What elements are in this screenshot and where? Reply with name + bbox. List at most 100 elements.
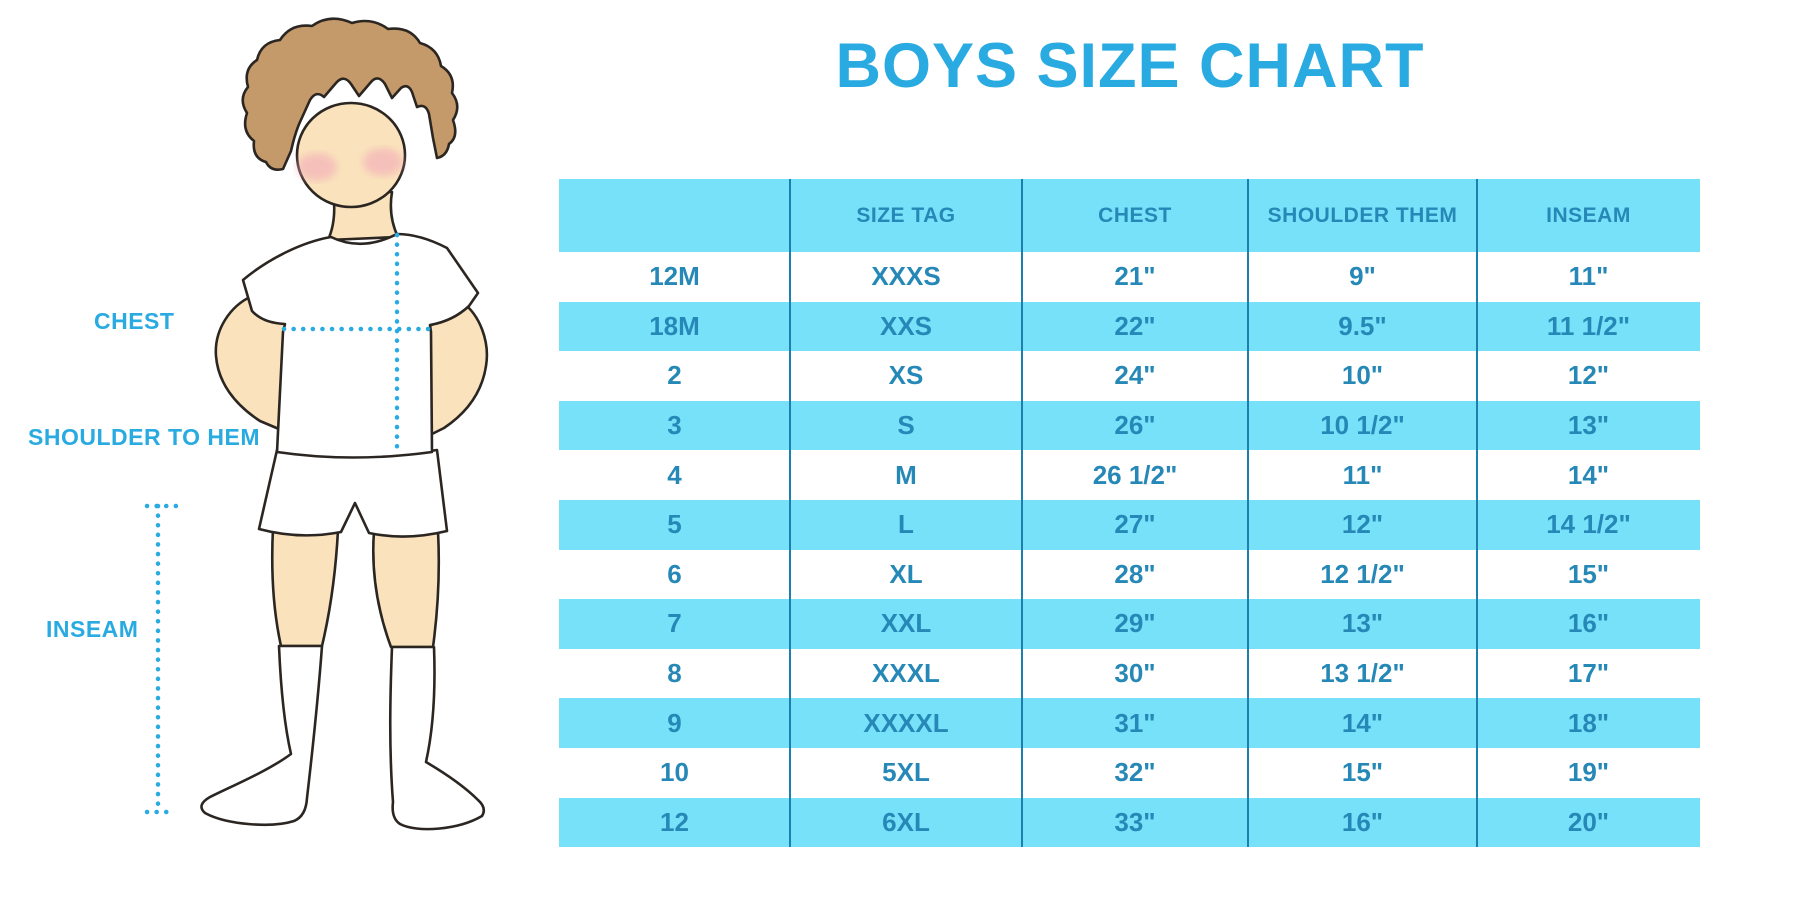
table-cell: 12" (1341, 509, 1384, 540)
table-cell: 33" (1114, 806, 1156, 837)
table-cell: XXS (879, 310, 933, 341)
boy-left-thigh (270, 526, 340, 648)
table-cell: XXXXL (863, 707, 949, 738)
table-cell: 30" (1114, 658, 1156, 689)
table-row: 7 XXL 29" 13" 16" (559, 599, 1700, 649)
table-cell: 12M (649, 261, 700, 292)
table-cell: 31" (1114, 707, 1156, 738)
table-cell: 9.5" (1338, 310, 1387, 341)
table-cell: 10 1/2" (1320, 410, 1405, 441)
header-cell: SHOULDER THEM (1267, 203, 1458, 227)
table-cell: 7 (667, 608, 682, 639)
table-cell: 9" (1349, 261, 1376, 292)
table-cell: 24" (1114, 360, 1156, 391)
table-cell: 15" (1341, 757, 1384, 788)
table-cell: 14" (1341, 707, 1384, 738)
table-row: 4 M 26 1/2" 11" 14" (559, 450, 1700, 500)
table-cell: 13" (1341, 608, 1384, 639)
table-cell: M (895, 459, 917, 490)
boy-right-thigh (372, 529, 441, 649)
boy-shorts (257, 448, 449, 538)
table-row: 8 XXXL 30" 13 1/2" 17" (559, 649, 1700, 699)
table-cell: XXL (880, 608, 932, 639)
table-cell: 29" (1114, 608, 1156, 639)
table-cell: 9 (667, 707, 682, 738)
chest-label: CHEST (94, 308, 175, 334)
boy-face (295, 101, 407, 209)
table-cell: 11" (1568, 261, 1609, 292)
table-row: 18M XXS 22" 9.5" 11 1/2" (559, 301, 1700, 352)
table-cell: 20" (1567, 806, 1610, 837)
shoulder-to-hem-label: SHOULDER TO HEM (28, 424, 260, 450)
table-cell: 12 1/2" (1320, 558, 1405, 589)
table-row: 3 S 26" 10 1/2" 13" (559, 400, 1700, 451)
boy-illustration (144, 17, 489, 831)
table-cell: 27" (1114, 509, 1156, 540)
table-cell: 11" (1342, 459, 1383, 490)
table-cell: 5 (667, 509, 682, 540)
header-cell: CHEST (1098, 203, 1172, 227)
table-cell: 6 (667, 558, 682, 589)
page-title: BOYS SIZE CHART (835, 31, 1425, 101)
table-row: 6 XL 28" 12 1/2" 15" (559, 550, 1700, 600)
table-cell: 12 (660, 806, 689, 837)
table-cell: 10 (660, 757, 689, 788)
table-cell: 17" (1567, 658, 1610, 689)
table-cell: 32" (1114, 757, 1156, 788)
table-cell: 2 (667, 360, 682, 391)
table-row: 12M XXXS 21" 9" 11" (559, 252, 1700, 302)
table-cell: XXXL (872, 658, 940, 689)
table-cell: 3 (667, 410, 682, 441)
inseam-dotted-line (144, 503, 181, 815)
table-cell: 12" (1567, 360, 1610, 391)
boy-right-sock-foot (388, 645, 486, 831)
header-cell: INSEAM (1546, 203, 1631, 227)
table-cell: 21" (1114, 261, 1156, 292)
table-cell: 22" (1114, 310, 1156, 341)
boy-tshirt (241, 232, 480, 459)
table-cell: 14" (1567, 459, 1610, 490)
table-cell: L (898, 509, 914, 540)
table-cell: 11 1/2" (1546, 310, 1631, 341)
boy-hair (241, 17, 459, 171)
table-cell: 4 (667, 459, 682, 490)
header-cell: SIZE TAG (856, 203, 956, 227)
table-cell: 18" (1567, 707, 1610, 738)
table-cell: 26" (1114, 410, 1156, 441)
table-cell: 10" (1341, 360, 1384, 391)
table-header-row: SIZE TAG CHEST SHOULDER THEM INSEAM (559, 179, 1700, 252)
table-row: 10 5XL 32" 15" 19" (559, 748, 1700, 798)
table-cell: 8 (667, 658, 682, 689)
inseam-label: INSEAM (46, 616, 139, 642)
table-cell: 6XL (882, 806, 930, 837)
table-cell: 28" (1114, 558, 1156, 589)
table-cell: XXXS (871, 261, 941, 292)
boy-right-cheek (363, 148, 403, 176)
table-row: 9 XXXXL 31" 14" 18" (559, 698, 1700, 748)
table-cell: 16" (1567, 608, 1610, 639)
table-cell: 13 1/2" (1320, 658, 1405, 689)
table-cell: 18M (649, 310, 700, 341)
boy-left-cheek (297, 153, 337, 181)
table-cell: 5XL (882, 757, 930, 788)
table-cell: S (897, 410, 915, 441)
table-row: 5 L 27" 12" 14 1/2" (559, 499, 1700, 550)
table-cell: 14 1/2" (1546, 509, 1631, 540)
table-cell: 13" (1567, 410, 1610, 441)
boy-left-sock-foot (200, 644, 324, 826)
table-row: 2 XS 24" 10" 12" (559, 351, 1700, 401)
table-cell: XS (888, 360, 924, 391)
table-cell: 15" (1567, 558, 1610, 589)
table-row: 12 6XL 33" 16" 20" (559, 797, 1700, 848)
header-cell (559, 179, 790, 252)
table-cell: 26 1/2" (1092, 459, 1178, 490)
table-cell: 19" (1567, 757, 1610, 788)
size-table: SIZE TAG CHEST SHOULDER THEM INSEAM 12M XXXS 2… (559, 179, 1700, 848)
table-cell: 16" (1341, 806, 1384, 837)
column-divider (1247, 179, 1249, 847)
table-cell: XL (889, 558, 923, 589)
column-divider (1476, 179, 1478, 847)
column-divider (789, 179, 791, 847)
column-divider (1021, 179, 1023, 847)
